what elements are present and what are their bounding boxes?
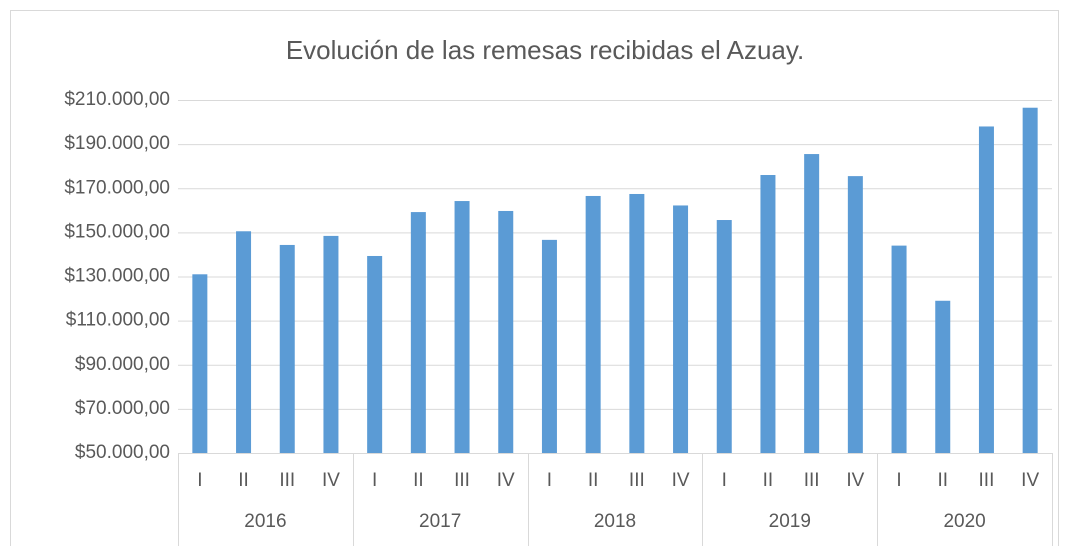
- x-tick-label: III: [629, 470, 645, 491]
- x-tick-label: IV: [497, 470, 515, 491]
- x-tick-label: IV: [322, 470, 340, 491]
- bar: [891, 245, 907, 453]
- x-tick-label: II: [937, 470, 948, 491]
- x-tick-label: I: [896, 470, 901, 491]
- bar: [585, 195, 601, 454]
- x-tick-label: III: [279, 470, 295, 491]
- x-tick-label: I: [197, 470, 202, 491]
- bar: [847, 176, 863, 453]
- y-tick-label: $110.000,00: [66, 310, 170, 331]
- group-label: 2020: [943, 511, 985, 532]
- y-tick-label: $90.000,00: [75, 354, 170, 375]
- y-tick-label: $150.000,00: [64, 221, 170, 242]
- y-tick-label: $50.000,00: [75, 442, 170, 463]
- x-tick-label: I: [372, 470, 377, 491]
- y-tick-label: $130.000,00: [64, 266, 170, 287]
- x-tick-label: IV: [672, 470, 690, 491]
- chart-border: [10, 10, 1059, 546]
- x-tick-label: III: [979, 470, 995, 491]
- bar: [935, 300, 951, 453]
- bar: [454, 201, 470, 453]
- y-tick-label: $190.000,00: [64, 133, 170, 154]
- y-tick-label: $210.000,00: [64, 89, 170, 110]
- bar: [673, 205, 689, 453]
- bar: [279, 244, 295, 453]
- bar: [978, 126, 994, 453]
- x-tick-label: III: [454, 470, 470, 491]
- bar: [410, 212, 426, 453]
- x-tick-label: I: [722, 470, 727, 491]
- bar: [236, 231, 252, 453]
- bar: [323, 235, 339, 453]
- bar: [367, 255, 383, 453]
- x-tick-label: II: [763, 470, 774, 491]
- bar: [1022, 107, 1038, 454]
- group-label: 2018: [594, 511, 636, 532]
- y-tick-label: $170.000,00: [64, 177, 170, 198]
- group-label: 2017: [419, 511, 461, 532]
- x-tick-label: II: [413, 470, 424, 491]
- bar: [498, 210, 514, 453]
- bar: [760, 175, 776, 453]
- x-tick-label: II: [238, 470, 249, 491]
- group-label: 2016: [244, 511, 286, 532]
- bar: [629, 193, 645, 453]
- group-label: 2019: [769, 511, 811, 532]
- x-tick-label: IV: [1021, 470, 1039, 491]
- x-tick-label: II: [588, 470, 599, 491]
- y-tick-label: $70.000,00: [75, 398, 170, 419]
- bar: [541, 239, 557, 453]
- bar: [716, 220, 732, 453]
- x-tick-label: III: [804, 470, 820, 491]
- bar: [804, 154, 820, 453]
- x-tick-label: I: [547, 470, 552, 491]
- x-tick-label: IV: [846, 470, 864, 491]
- bar: [192, 274, 208, 453]
- chart-title: Evolución de las remesas recibidas el Az…: [286, 35, 804, 65]
